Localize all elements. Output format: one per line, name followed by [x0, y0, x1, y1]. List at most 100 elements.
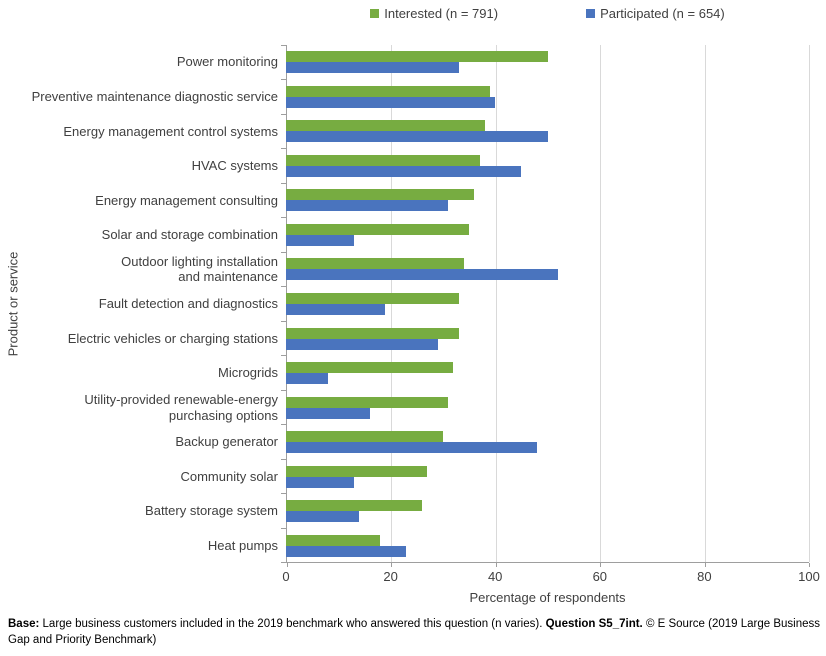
legend-swatch-interested-icon [370, 9, 380, 18]
bar-interested [286, 396, 449, 408]
bar-pair [286, 534, 809, 557]
y-axis-tick [281, 251, 286, 253]
bar-participated [286, 303, 386, 315]
y-axis-tick [281, 493, 286, 495]
y-axis-tick [281, 424, 286, 426]
category-row: Fault detection and diagnostics [0, 287, 809, 322]
category-row: Energy management consulting [0, 183, 809, 218]
category-row: Power monitoring [0, 45, 809, 80]
bar-pair [286, 292, 809, 315]
bar-participated [286, 96, 496, 108]
footnote-text: Large business customers included in the… [39, 618, 546, 630]
bar-rows: Power monitoring Preventive maintenance d… [0, 45, 809, 563]
bar-area [286, 390, 809, 425]
category-row: Electric vehicles or charging stations [0, 321, 809, 356]
legend-item-interested: Interested (n = 791) [370, 6, 498, 21]
y-axis-tick [281, 389, 286, 391]
category-label: Solar and storage combination [101, 227, 278, 243]
footnote: Base: Large business customers included … [8, 617, 820, 648]
bar-interested [286, 120, 485, 132]
bar-pair [286, 258, 809, 281]
legend-label-interested: Interested (n = 791) [384, 6, 499, 21]
footnote-bold-text: Question S5_7int. [545, 618, 643, 630]
y-axis-tick [281, 320, 286, 322]
y-axis-tick [281, 458, 286, 460]
x-axis-tick-label: 100 [798, 569, 820, 584]
category-label: Microgrids [218, 365, 278, 381]
bar-participated [286, 200, 449, 212]
bar-participated [286, 234, 354, 246]
x-axis-tick [704, 563, 706, 567]
bar-participated [286, 269, 558, 281]
bar-participated [286, 511, 360, 523]
bar-area [286, 45, 809, 80]
bar-interested [286, 500, 422, 512]
bar-interested [286, 465, 428, 477]
bar-participated [286, 407, 370, 419]
x-axis-tick-label: 0 [282, 569, 290, 584]
bar-area [286, 321, 809, 356]
bar-interested [286, 85, 490, 97]
bar-area [286, 80, 809, 115]
gridline [495, 45, 497, 562]
category-label: Outdoor lighting installation and mainte… [121, 253, 278, 285]
bar-participated [286, 62, 459, 74]
category-label: Utility-provided renewable-energy purcha… [84, 391, 278, 423]
bar-participated [286, 131, 548, 143]
bar-pair [286, 465, 809, 488]
bar-pair [286, 189, 809, 212]
bar-area [286, 494, 809, 529]
x-axis-title: Percentage of respondents [469, 590, 626, 605]
legend: Interested (n = 791) Participated (n = 6… [286, 6, 809, 21]
bar-interested [286, 189, 475, 201]
category-row: Community solar [0, 459, 809, 494]
category-label: Fault detection and diagnostics [98, 296, 278, 312]
bar-participated [286, 442, 538, 454]
bar-interested [286, 362, 454, 374]
x-axis-tick [391, 563, 393, 567]
bar-area [286, 287, 809, 322]
bar-area [286, 425, 809, 460]
bar-interested [286, 51, 548, 63]
category-row: Solar and storage combination [0, 218, 809, 253]
bar-interested [286, 327, 459, 339]
bar-pair [286, 500, 809, 523]
category-row: Outdoor lighting installation and mainte… [0, 252, 809, 287]
category-row: Battery storage system [0, 494, 809, 529]
y-axis-tick [281, 113, 286, 115]
category-label: Heat pumps [207, 537, 278, 553]
category-label: Battery storage system [145, 503, 278, 519]
category-row: Utility-provided renewable-energy purcha… [0, 390, 809, 425]
bar-area [286, 218, 809, 253]
category-row: Microgrids [0, 356, 809, 391]
x-axis-tick-labels: 0 20 40 60 80 100 [282, 569, 819, 585]
bar-area [286, 114, 809, 149]
x-axis-tick-label: 20 [383, 569, 398, 584]
y-axis-tick [281, 217, 286, 219]
bar-pair [286, 362, 809, 385]
bar-pair [286, 431, 809, 454]
category-label: Community solar [180, 468, 278, 484]
category-label: HVAC systems [191, 158, 278, 174]
bar-interested [286, 154, 480, 166]
y-axis-tick [281, 562, 286, 563]
bar-area [286, 149, 809, 184]
legend-swatch-participated-icon [586, 9, 596, 18]
x-axis-tick [287, 563, 288, 567]
bar-area [286, 459, 809, 494]
bar-interested [286, 292, 459, 304]
bar-participated [286, 165, 522, 177]
legend-item-participated: Participated (n = 654) [586, 6, 725, 21]
bar-pair [286, 85, 809, 108]
x-axis-tick [495, 563, 497, 567]
bar-pair [286, 120, 809, 143]
y-axis-tick [281, 79, 286, 81]
category-row: HVAC systems [0, 149, 809, 184]
bar-area [286, 183, 809, 218]
bar-pair [286, 51, 809, 74]
bar-participated [286, 373, 328, 385]
y-axis-tick [281, 355, 286, 357]
x-axis-tick-label: 60 [592, 569, 608, 584]
legend-label-participated: Participated (n = 654) [600, 6, 725, 21]
